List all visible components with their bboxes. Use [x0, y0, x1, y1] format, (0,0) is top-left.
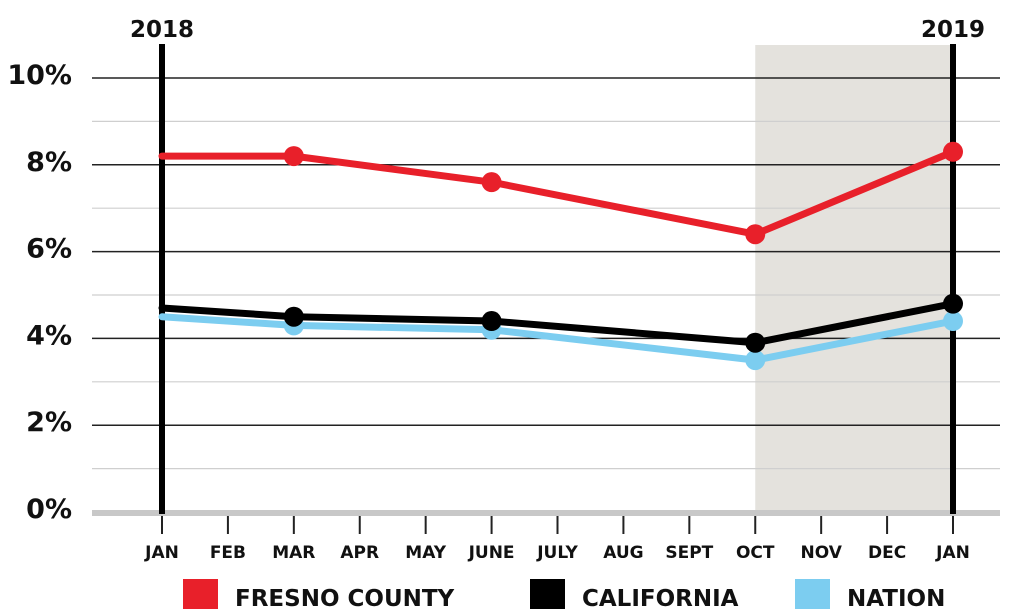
x-tick-label: JUNE: [468, 543, 515, 563]
california-point: [943, 293, 963, 314]
legend-label-nation: NATION: [847, 586, 945, 611]
legend-swatch-fresno-county: [183, 579, 218, 609]
california-point: [283, 306, 304, 327]
fresno-county-point: [943, 141, 963, 162]
california-point: [481, 311, 502, 332]
y-tick-label: 4%: [26, 320, 72, 351]
x-tick-label: JAN: [935, 543, 970, 563]
y-tick-label: 10%: [7, 60, 72, 91]
x-tick-label: OCT: [736, 543, 775, 563]
nation-point: [745, 350, 766, 371]
legend-label-fresno-county: FRESNO COUNTY: [235, 586, 455, 611]
x-tick-label: FEB: [210, 543, 246, 563]
california-point: [745, 332, 766, 353]
x-tick-label: MAR: [272, 543, 315, 563]
x-tick-label: MAY: [405, 543, 446, 563]
fresno-county-point: [283, 146, 304, 167]
x-tick-label: APR: [340, 543, 379, 563]
x-tick-label: AUG: [603, 543, 643, 563]
x-tick-label: SEPT: [665, 543, 713, 563]
legend-swatch-california: [530, 579, 565, 609]
legend-swatch-nation: [795, 579, 830, 609]
x-tick-label: DEC: [868, 543, 906, 563]
y-tick-label: 0%: [26, 494, 72, 525]
year-label: 2018: [130, 17, 194, 43]
y-tick-label: 6%: [26, 234, 72, 265]
x-tick-label: JULY: [536, 543, 578, 563]
x-tick-label: JAN: [144, 543, 179, 563]
nation-point: [943, 311, 963, 332]
fresno-county-point: [745, 224, 766, 245]
fresno-county-point: [481, 172, 502, 193]
y-tick-label: 8%: [26, 147, 72, 178]
year-label: 2019: [921, 17, 985, 43]
shaded-region: [755, 45, 953, 512]
legend-label-california: CALIFORNIA: [582, 586, 739, 611]
x-tick-label: NOV: [800, 543, 842, 563]
y-tick-label: 2%: [26, 407, 72, 438]
